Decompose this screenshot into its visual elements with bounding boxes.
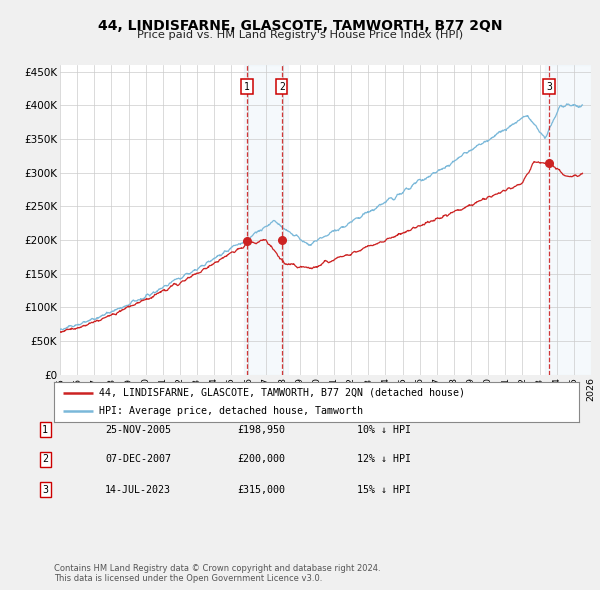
Text: 2: 2: [279, 81, 285, 91]
Text: Contains HM Land Registry data © Crown copyright and database right 2024.
This d: Contains HM Land Registry data © Crown c…: [54, 563, 380, 583]
Text: 44, LINDISFARNE, GLASCOTE, TAMWORTH, B77 2QN (detached house): 44, LINDISFARNE, GLASCOTE, TAMWORTH, B77…: [98, 388, 464, 398]
Text: 14-JUL-2023: 14-JUL-2023: [105, 485, 171, 494]
Text: 3: 3: [546, 81, 552, 91]
Text: 44, LINDISFARNE, GLASCOTE, TAMWORTH, B77 2QN: 44, LINDISFARNE, GLASCOTE, TAMWORTH, B77…: [98, 19, 502, 33]
Text: 25-NOV-2005: 25-NOV-2005: [105, 425, 171, 434]
Text: 07-DEC-2007: 07-DEC-2007: [105, 454, 171, 464]
Text: 2: 2: [42, 454, 48, 464]
Text: 15% ↓ HPI: 15% ↓ HPI: [357, 485, 411, 494]
Text: £315,000: £315,000: [237, 485, 285, 494]
Text: HPI: Average price, detached house, Tamworth: HPI: Average price, detached house, Tamw…: [98, 406, 362, 416]
Text: 10% ↓ HPI: 10% ↓ HPI: [357, 425, 411, 434]
Text: Price paid vs. HM Land Registry's House Price Index (HPI): Price paid vs. HM Land Registry's House …: [137, 30, 463, 40]
Bar: [545, 65, 591, 375]
Text: 1: 1: [42, 425, 48, 434]
Text: 12% ↓ HPI: 12% ↓ HPI: [357, 454, 411, 464]
Bar: [545, 65, 591, 375]
Text: 3: 3: [42, 485, 48, 494]
Bar: [244, 65, 288, 375]
Text: 1: 1: [244, 81, 250, 91]
Text: £200,000: £200,000: [237, 454, 285, 464]
Text: £198,950: £198,950: [237, 425, 285, 434]
